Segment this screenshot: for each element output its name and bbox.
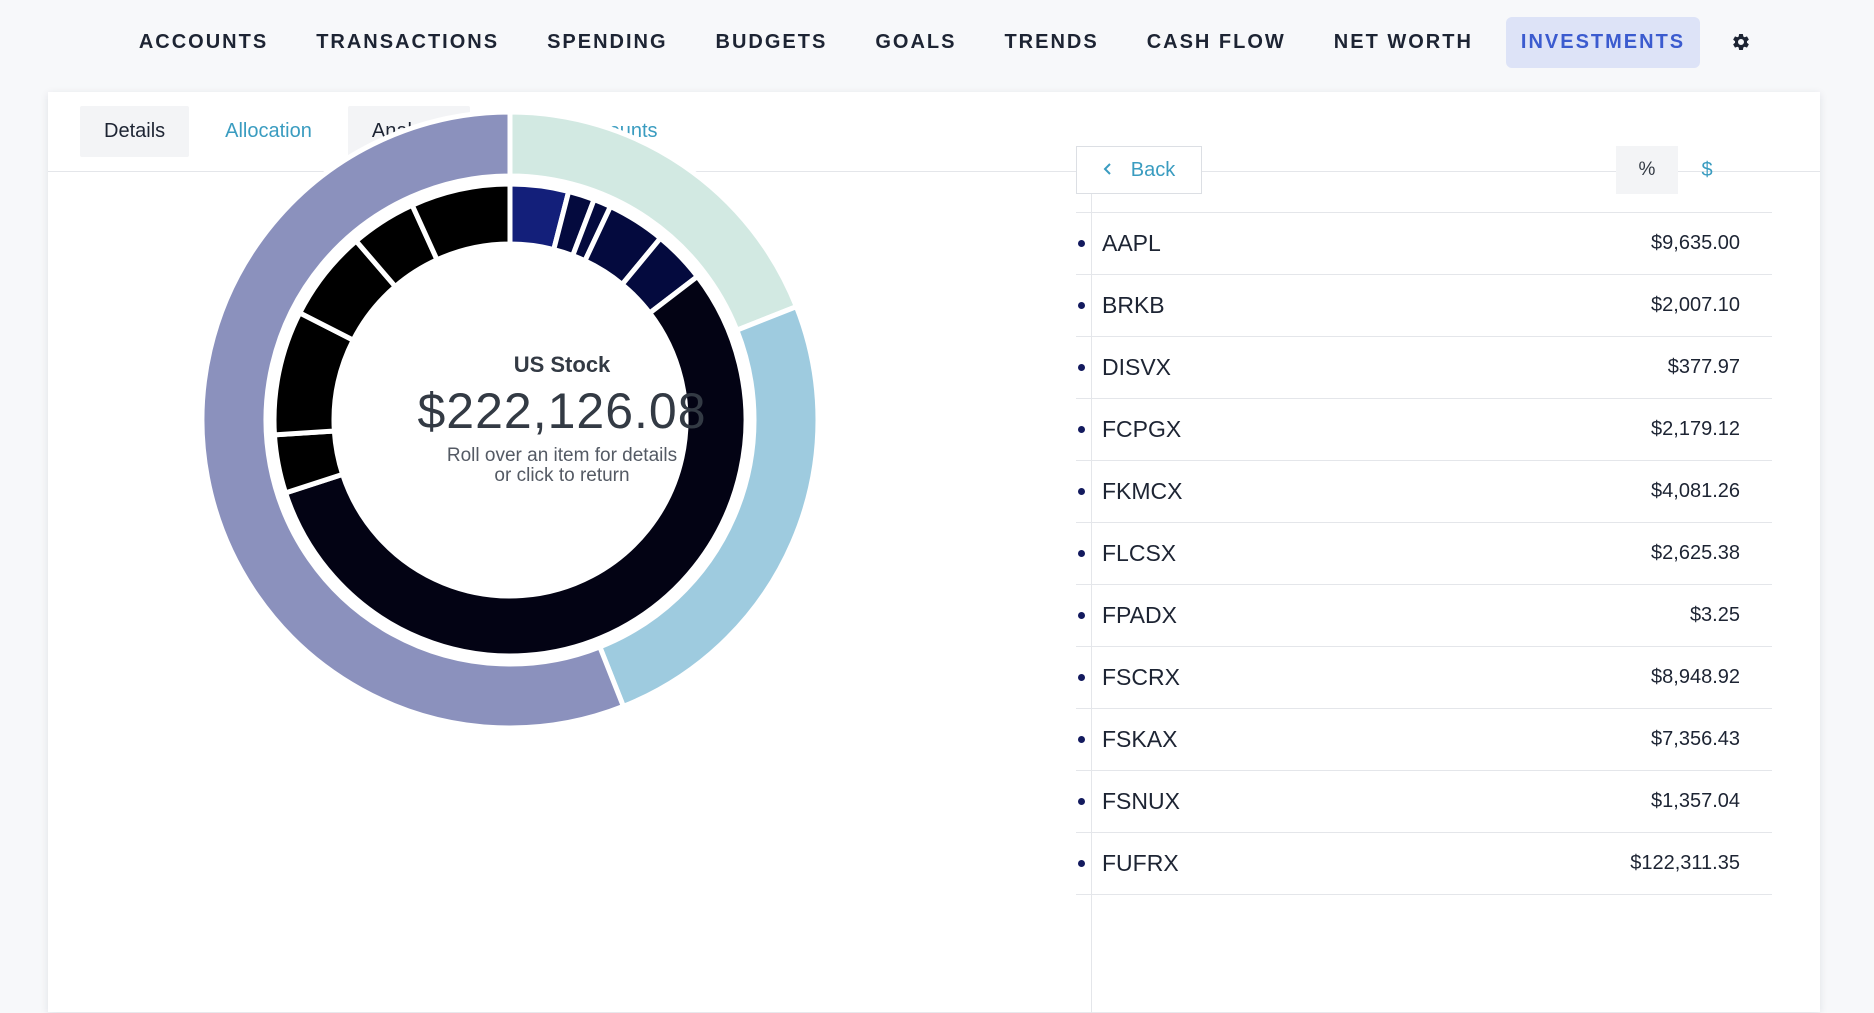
bullet-dot	[1078, 364, 1085, 371]
holding-ticker: FUFRX	[1102, 850, 1179, 876]
holding-amount: $4,081.26	[1651, 480, 1740, 502]
bullet-dot	[1078, 426, 1085, 433]
holding-amount: $1,357.04	[1651, 790, 1740, 812]
outer-ring-slice-2[interactable]	[199, 109, 627, 731]
bullet-dot	[1078, 860, 1085, 867]
nav-cash-flow[interactable]: CASH FLOW	[1146, 30, 1286, 53]
nav-net-worth[interactable]: NET WORTH	[1333, 30, 1473, 53]
nav-accounts[interactable]: ACCOUNTS	[138, 30, 269, 53]
inner-ring-slice-10[interactable]	[408, 181, 513, 264]
holding-row[interactable]: FSCRX $8,948.92	[1076, 647, 1772, 709]
nav-goals[interactable]: GOALS	[875, 30, 957, 53]
holding-row[interactable]: BRKB $2,007.10	[1076, 275, 1772, 337]
holding-ticker: FSKAX	[1102, 726, 1178, 752]
holding-row[interactable]: FPADX $3.25	[1076, 585, 1772, 647]
holding-row[interactable]: AAPL $9,635.00	[1076, 213, 1772, 275]
bullet-dot	[1078, 798, 1085, 805]
chevron-left-icon	[1103, 160, 1113, 181]
bullet-dot	[1078, 612, 1085, 619]
gear-icon[interactable]	[1723, 24, 1759, 60]
top-navigation: ACCOUNTS TRANSACTIONS SPENDING BUDGETS G…	[0, 0, 1874, 84]
center-total-value: $222,126.08	[417, 383, 707, 439]
holding-ticker: FPADX	[1102, 602, 1177, 628]
nav-investments[interactable]: INVESTMENTS	[1505, 16, 1701, 68]
panel-divider	[1091, 173, 1092, 1013]
holding-amount: $2,179.12	[1651, 418, 1740, 440]
nav-transactions[interactable]: TRANSACTIONS	[316, 30, 500, 53]
tab-allocation[interactable]: Allocation	[225, 120, 312, 142]
percent-toggle-button[interactable]: %	[1616, 146, 1678, 194]
donut-center-info: US Stock $222,126.08 Roll over an item f…	[232, 352, 892, 486]
holding-row[interactable]: DISVX $377.97	[1076, 337, 1772, 399]
bullet-dot	[1078, 240, 1085, 247]
holding-row[interactable]: FUFRX $122,311.35	[1076, 833, 1772, 895]
holding-ticker: AAPL	[1102, 230, 1161, 256]
bullet-dot	[1078, 674, 1085, 681]
center-hint-line-1: Roll over an item for details	[446, 445, 678, 466]
back-label: Back	[1130, 158, 1176, 181]
nav-spending[interactable]: SPENDING	[547, 30, 668, 53]
nav-budgets[interactable]: BUDGETS	[715, 30, 828, 53]
holding-amount: $7,356.43	[1651, 728, 1740, 750]
bullet-dot	[1078, 302, 1085, 309]
holding-row[interactable]: FKMCX $4,081.26	[1076, 461, 1772, 523]
center-hint-line-2: or click to return	[494, 465, 630, 486]
nav-trends[interactable]: TRENDS	[1004, 30, 1099, 53]
inner-ring-slice-5[interactable]	[282, 273, 749, 659]
holding-row[interactable]: FSKAX $7,356.43	[1076, 709, 1772, 771]
holding-row[interactable]: FCPGX $2,179.12	[1076, 399, 1772, 461]
holding-amount: $3.25	[1689, 604, 1740, 626]
tab-details[interactable]: Details	[80, 106, 190, 157]
holding-ticker: DISVX	[1102, 354, 1172, 380]
holding-amount: $377.97	[1667, 356, 1740, 378]
bullet-dot	[1078, 736, 1085, 743]
donut-svg[interactable]	[199, 109, 821, 731]
holding-row[interactable]: FLCSX $2,625.38	[1076, 523, 1772, 585]
back-button[interactable]: Back	[1076, 146, 1202, 194]
holding-ticker: FLCSX	[1102, 540, 1177, 566]
dollar-toggle-button[interactable]: $	[1701, 158, 1713, 181]
holding-ticker: FSNUX	[1102, 788, 1180, 814]
holding-ticker: FCPGX	[1102, 416, 1182, 442]
holdings-list: AAPL $9,635.00 BRKB $2,007.10 DISVX $377.97…	[1076, 212, 1772, 895]
holding-amount: $122,311.35	[1630, 852, 1740, 874]
holding-amount: $2,007.10	[1651, 294, 1740, 316]
bullet-dot	[1078, 550, 1085, 557]
holding-amount: $2,625.38	[1651, 542, 1740, 564]
holding-amount: $8,948.92	[1651, 666, 1740, 688]
holding-ticker: FKMCX	[1102, 478, 1183, 504]
bullet-dot	[1078, 488, 1085, 495]
holding-amount: $9,635.00	[1651, 232, 1740, 254]
holding-ticker: FSCRX	[1102, 664, 1180, 690]
center-category-label: US Stock	[513, 352, 611, 377]
holding-row[interactable]: FSNUX $1,357.04	[1076, 771, 1772, 833]
holding-ticker: BRKB	[1102, 292, 1165, 318]
allocation-donut-chart[interactable]	[199, 109, 821, 731]
